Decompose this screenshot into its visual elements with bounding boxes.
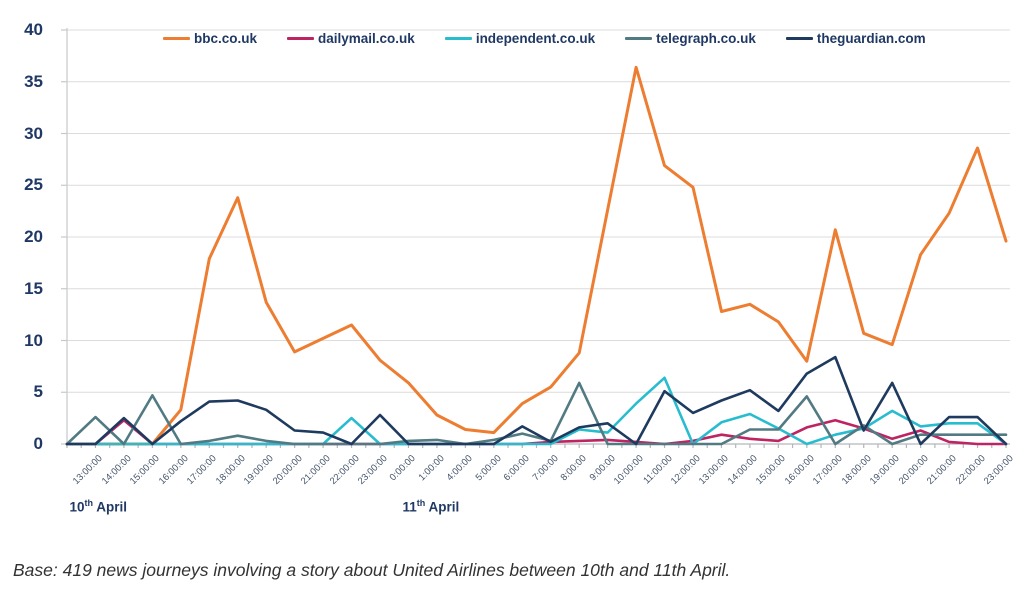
legend-line-swatch-icon (444, 37, 472, 40)
legend-item-dailymail-co-uk: dailymail.co.uk (287, 31, 415, 46)
y-tick-label: 35 (24, 71, 43, 91)
y-tick-label: 20 (24, 227, 43, 246)
legend-label: independent.co.uk (475, 31, 596, 46)
legend-item-telegraph-co-uk: telegraph.co.uk (625, 31, 756, 46)
series-theguardian-com (65, 355, 1008, 446)
chart-legend: bbc.co.uk dailymail.co.uk independent.co.u… (163, 31, 926, 46)
date-label-11th-april: 11th April (402, 498, 460, 515)
y-tick-label: 10 (24, 330, 43, 350)
legend-line-swatch-icon (163, 37, 190, 40)
y-tick-label: 30 (24, 123, 43, 143)
base-note: Base: 419 news journeys involving a stor… (13, 560, 731, 580)
series-independent-co-uk (65, 376, 1008, 446)
y-tick-label: 25 (24, 175, 43, 195)
y-tick-label: 15 (24, 278, 43, 298)
legend-label: telegraph.co.uk (656, 31, 756, 46)
series-bbc-co-uk (65, 65, 1008, 446)
legend-label: theguardian.com (816, 31, 926, 46)
series-telegraph-co-uk (65, 381, 1008, 446)
legend-item-independent-co-uk: independent.co.uk (444, 31, 596, 46)
y-tick-label: 40 (24, 20, 43, 39)
date-label-10th-april: 10th April (69, 498, 127, 515)
axes (61, 28, 1007, 448)
legend-line-swatch-icon (287, 37, 315, 40)
legend-label: dailymail.co.uk (318, 31, 415, 46)
y-tick-label: 0 (33, 434, 43, 453)
y-tick-label: 5 (33, 382, 43, 402)
legend-item-theguardian-com: theguardian.com (785, 31, 926, 46)
legend-line-swatch-icon (785, 37, 813, 40)
gridlines (67, 29, 1010, 445)
legend-item-bbc-co-uk: bbc.co.uk (163, 31, 257, 46)
legend-line-swatch-icon (625, 37, 653, 40)
legend-label: bbc.co.uk (194, 31, 258, 46)
